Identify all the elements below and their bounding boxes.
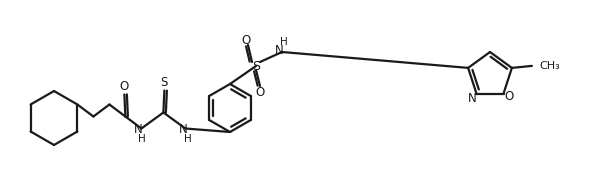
- Text: O: O: [241, 33, 251, 46]
- Text: H: H: [184, 133, 191, 143]
- Text: N: N: [468, 92, 477, 105]
- Text: N: N: [134, 123, 143, 136]
- Text: N: N: [179, 123, 188, 136]
- Text: H: H: [280, 37, 288, 47]
- Text: H: H: [138, 133, 145, 143]
- Text: O: O: [120, 80, 129, 93]
- Text: O: O: [255, 86, 265, 99]
- Text: N: N: [275, 45, 283, 58]
- Text: CH₃: CH₃: [540, 61, 561, 71]
- Text: S: S: [252, 59, 260, 73]
- Text: S: S: [161, 76, 168, 89]
- Text: O: O: [504, 90, 513, 103]
